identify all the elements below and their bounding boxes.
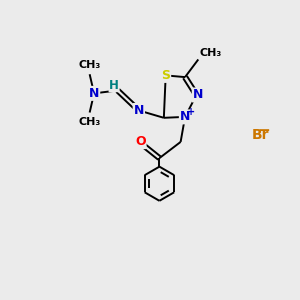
Text: CH₃: CH₃ xyxy=(200,48,222,58)
Text: −: − xyxy=(257,123,270,138)
Text: S: S xyxy=(161,69,170,82)
Text: N: N xyxy=(89,87,99,100)
Text: +: + xyxy=(188,106,196,117)
Text: Br: Br xyxy=(252,128,269,142)
Text: N: N xyxy=(134,104,144,117)
Text: N: N xyxy=(180,110,190,123)
Text: H: H xyxy=(109,79,119,92)
Text: O: O xyxy=(135,135,146,148)
Text: CH₃: CH₃ xyxy=(79,60,101,70)
Text: CH₃: CH₃ xyxy=(79,117,101,127)
Text: N: N xyxy=(193,88,203,101)
